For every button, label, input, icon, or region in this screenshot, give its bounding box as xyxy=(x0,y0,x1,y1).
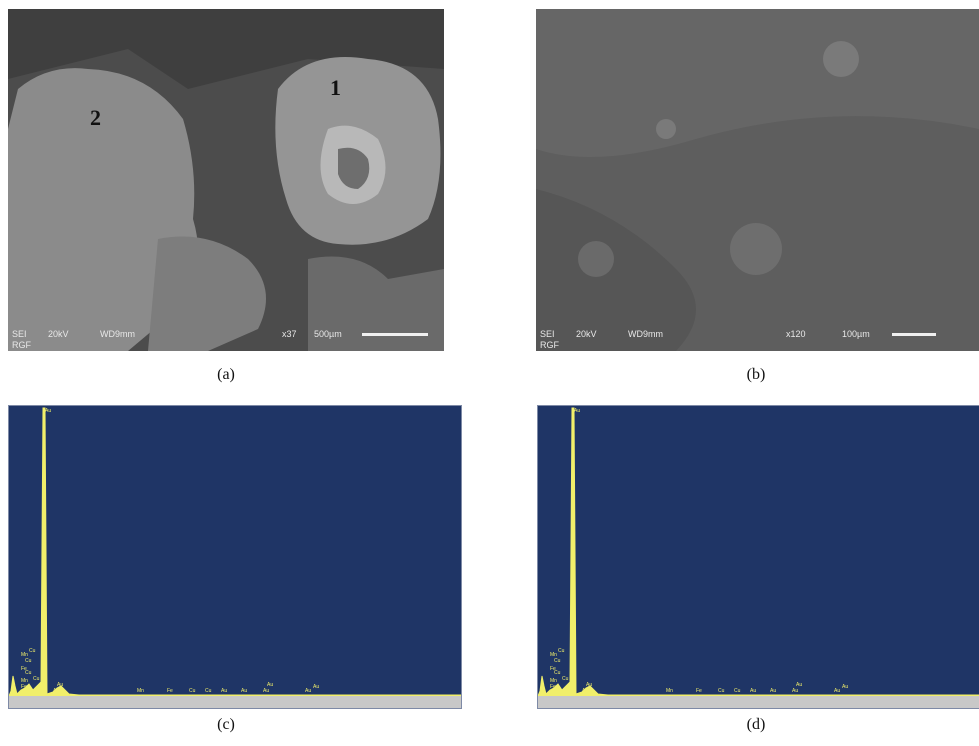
sem-texture-b xyxy=(536,9,979,351)
spectrum-trace xyxy=(538,407,979,696)
peak-label-fe: Fe xyxy=(550,684,556,690)
peak-label-au: Au xyxy=(834,688,841,694)
sem-image-a: 1 2 SEI RGF 20kV WD9mm x37 500µm xyxy=(8,9,444,351)
caption-d: (d) xyxy=(746,716,766,733)
region-2 xyxy=(8,68,198,351)
sem-info-bar-a: SEI RGF 20kV WD9mm x37 500µm xyxy=(8,325,444,351)
peak-label-au: Au xyxy=(263,688,270,694)
eds-spectrum-d: Au Mn Cu Cu Fe Cu Cu Mn Fe Au Mn Fe Cu C… xyxy=(537,405,979,709)
peak-label-cu: Cu xyxy=(554,658,561,664)
spectrum-plot-c xyxy=(9,407,461,696)
peak-label-au: Au xyxy=(750,688,757,694)
sem-texture-a xyxy=(8,9,444,351)
eds-spectrum-c: Au Mn Cu Cu Fe Cu Cu Mn Fe Au Mn Fe Cu C… xyxy=(8,405,462,709)
magnification-label: x37 xyxy=(282,329,297,339)
caption-c: (c) xyxy=(217,716,235,733)
peak-label-cu: Cu xyxy=(558,648,565,654)
peak-label-au: Au xyxy=(241,688,248,694)
caption-b: (b) xyxy=(746,366,766,383)
voltage-label: 20kV xyxy=(48,329,69,339)
peak-label-au: Au xyxy=(221,688,228,694)
peak-label-au-main: Au xyxy=(45,408,52,414)
scale-bar xyxy=(892,333,936,336)
peak-label-cu: Cu xyxy=(205,688,212,694)
detector-label: SEI xyxy=(12,329,27,339)
energy-axis-d xyxy=(538,696,979,708)
voltage-label: 20kV xyxy=(576,329,597,339)
detector-label: SEI xyxy=(540,329,555,339)
peak-label-cu: Cu xyxy=(33,676,40,682)
lab-label: RGF xyxy=(12,340,31,350)
peak-label-cu: Cu xyxy=(554,670,561,676)
energy-axis-c xyxy=(9,696,461,708)
peak-label-fe: Fe xyxy=(696,688,702,694)
working-distance-label: WD9mm xyxy=(628,329,663,339)
sem-info-bar-b: SEI RGF 20kV WD9mm x120 100µm xyxy=(536,325,979,351)
peak-label-au: Au xyxy=(267,682,274,688)
working-distance-label: WD9mm xyxy=(100,329,135,339)
peak-label-mn: Mn xyxy=(137,688,144,694)
peak-label-mn: Mn xyxy=(550,678,557,684)
peak-label-au: Au xyxy=(586,682,593,688)
scale-label: 500µm xyxy=(314,329,342,339)
peak-label-au: Au xyxy=(305,688,312,694)
peak-label-fe: Fe xyxy=(21,684,27,690)
peak-label-cu: Cu xyxy=(25,670,32,676)
peak-label-cu: Cu xyxy=(562,676,569,682)
peak-label-au: Au xyxy=(53,688,60,694)
peak-label-au: Au xyxy=(792,688,799,694)
peak-label-fe: Fe xyxy=(21,666,27,672)
peak-label-mn: Mn xyxy=(21,678,28,684)
peak-label-cu: Cu xyxy=(29,648,36,654)
peak-label-fe: Fe xyxy=(550,666,556,672)
peak-label-au-main: Au xyxy=(574,408,581,414)
magnification-label: x120 xyxy=(786,329,806,339)
peak-label-au: Au xyxy=(582,688,589,694)
peak-label-mn: Mn xyxy=(666,688,673,694)
spectrum-trace xyxy=(9,407,461,696)
peak-label-au: Au xyxy=(770,688,777,694)
sem-image-b: SEI RGF 20kV WD9mm x120 100µm xyxy=(536,9,979,351)
region-label-1: 1 xyxy=(330,75,341,100)
peak-label-au: Au xyxy=(57,682,64,688)
peak-label-cu: Cu xyxy=(25,658,32,664)
peak-label-cu: Cu xyxy=(718,688,725,694)
peak-label-mn: Mn xyxy=(21,652,28,658)
lab-label: RGF xyxy=(540,340,559,350)
spectrum-plot-d xyxy=(538,407,979,696)
peak-label-cu: Cu xyxy=(189,688,196,694)
peak-label-au: Au xyxy=(842,684,849,690)
peak-label-fe: Fe xyxy=(167,688,173,694)
peak-label-cu: Cu xyxy=(734,688,741,694)
caption-a: (a) xyxy=(217,366,235,383)
peak-label-au: Au xyxy=(796,682,803,688)
scale-bar xyxy=(362,333,428,336)
region-label-2: 2 xyxy=(90,105,101,130)
peak-label-au: Au xyxy=(313,684,320,690)
scale-label: 100µm xyxy=(842,329,870,339)
peak-label-mn: Mn xyxy=(550,652,557,658)
